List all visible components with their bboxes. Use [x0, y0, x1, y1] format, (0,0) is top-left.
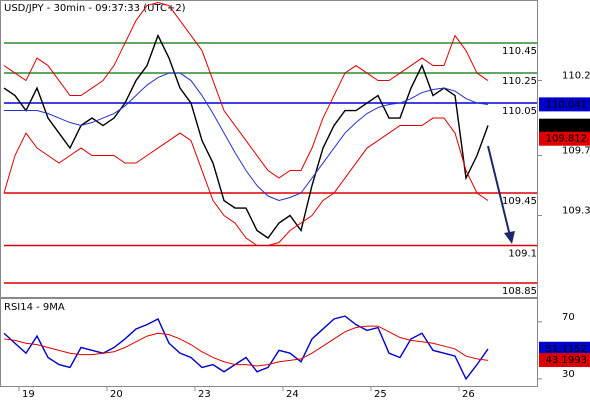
x-tick-label: 26	[462, 389, 475, 400]
x-tick-label: 20	[110, 389, 123, 400]
level-label: 110.45	[502, 46, 537, 57]
series-line	[3, 117, 489, 247]
y-tick-label: 109.7	[562, 146, 590, 157]
price-marker	[539, 353, 590, 368]
price-marker-label: 43.1993	[546, 355, 587, 366]
level-label: 109.1	[508, 249, 537, 260]
price-marker-label: 109.812	[546, 134, 587, 145]
y-tick-label: 109.3	[562, 206, 590, 217]
series-line	[3, 2, 489, 179]
price-marker	[539, 131, 590, 146]
price-marker-label: 109.899	[546, 121, 587, 132]
x-tick-label: 24	[286, 389, 299, 400]
price-marker	[539, 118, 590, 133]
y-tick-label: 30	[562, 369, 575, 380]
price-marker-label: 51.1152	[546, 344, 587, 355]
price-marker	[539, 341, 590, 356]
chart-title: USD/JPY - 30min - 09:37:33 (UTC+2)	[4, 3, 186, 14]
series-line	[3, 325, 489, 367]
x-tick-label: 25	[374, 389, 387, 400]
y-tick-label: 70	[562, 312, 575, 323]
x-tick-label: 23	[198, 389, 211, 400]
level-label: 110.25	[502, 76, 537, 87]
level-label: 110.05	[502, 106, 537, 117]
forecast-arrow	[487, 145, 515, 244]
rsi-title: RSI14 - 9MA	[4, 302, 65, 313]
y-tick-label: 110.2	[562, 71, 590, 82]
series-line	[3, 315, 489, 381]
series-line	[4, 72, 489, 202]
x-tick-label: 19	[22, 389, 35, 400]
price-panel	[0, 0, 538, 298]
series-line	[3, 33, 489, 239]
price-marker-label: 110.041	[546, 99, 587, 110]
level-label: 108.85	[502, 286, 537, 297]
price-marker	[539, 97, 590, 112]
rsi-panel	[0, 298, 538, 387]
level-label: 109.45	[502, 196, 537, 207]
